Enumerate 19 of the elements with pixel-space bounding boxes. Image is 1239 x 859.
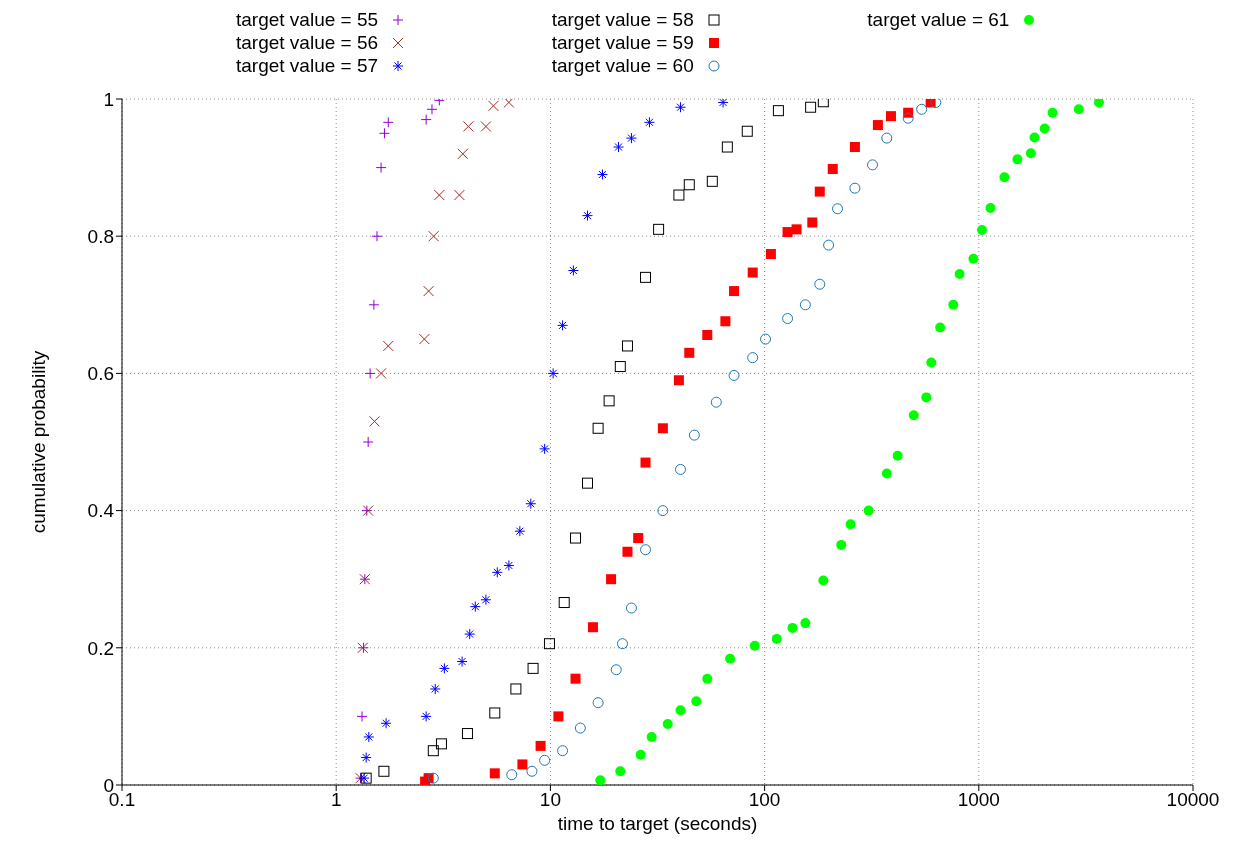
x-tick-label: 100 [748, 789, 781, 811]
legend-label: target value = 55 [236, 8, 379, 31]
legend-label: target value = 56 [236, 31, 379, 54]
x-axis-title: time to target (seconds) [557, 813, 758, 834]
x-tick-label: 10 [539, 789, 561, 811]
legend-label: target value = 57 [236, 54, 379, 77]
y-tick-label: 0.6 [87, 363, 114, 385]
y-axis-title: cumulative probability [27, 350, 49, 534]
y-tick-label: 0.8 [87, 225, 114, 247]
legend-label: target value = 58 [551, 8, 694, 31]
legend-label: target value = 59 [551, 31, 694, 54]
y-tick-label: 1 [103, 88, 114, 110]
legend-label: target value = 61 [867, 8, 1010, 31]
y-tick-label: 0.4 [87, 500, 115, 522]
x-tick-label: 1 [330, 789, 342, 811]
legend-label: target value = 60 [551, 54, 694, 77]
x-tick-label: 1000 [957, 789, 1000, 811]
x-tick-label: 10000 [1166, 789, 1220, 811]
y-tick-label: 0.2 [87, 637, 114, 659]
